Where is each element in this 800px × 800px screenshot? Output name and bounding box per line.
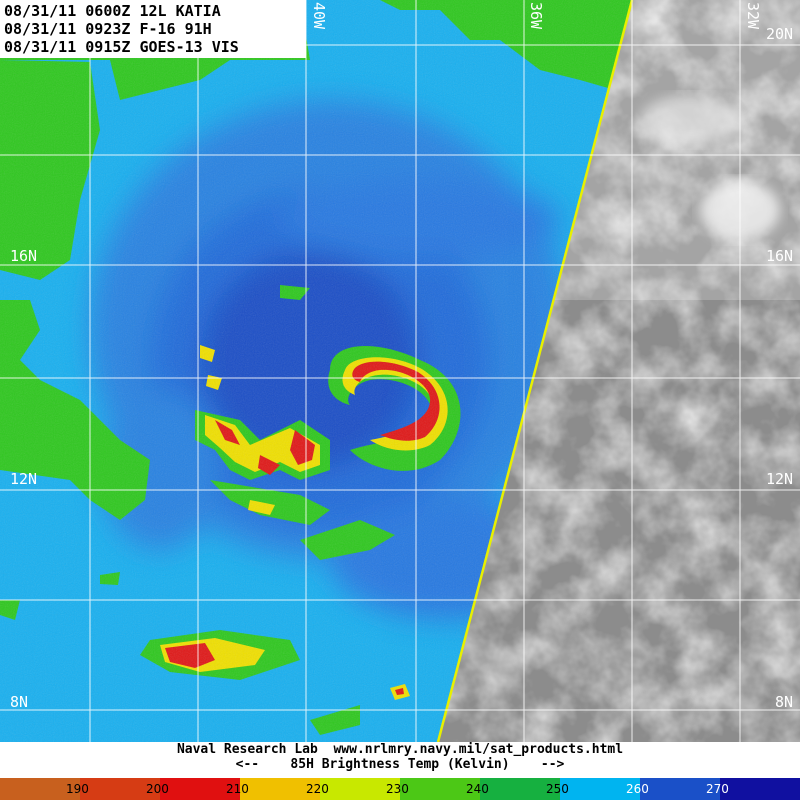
lat-label-8n-right: 8N [775,693,794,711]
colorbar-segment: 190 [66,778,160,800]
header-line-1: 08/31/11 0600Z 12L KATIA [4,2,221,20]
header-line-2: 08/31/11 0923Z F-16 91H [4,20,212,38]
lat-label-12n: 12N [10,470,38,488]
colorbar-segment: 220 [306,778,400,800]
colorbar-tick-label: 210 [226,782,249,796]
lat-label-20n-right: 20N [766,25,794,43]
header-line-3: 08/31/11 0915Z GOES-13 VIS [4,38,239,56]
colorbar-segment [0,778,80,800]
image-header: 08/31/11 0600Z 12L KATIA 08/31/11 0923Z … [0,0,306,58]
colorbar-segment: 260 [626,778,720,800]
lat-label-8n: 8N [10,693,29,711]
swath-edge-line [436,0,634,742]
color-scale-bar: 190 200 210 220 230 240 250 260 270 [0,778,800,800]
lat-lon-grid [89,0,741,742]
microwave-imagery [0,0,800,742]
footer-scale-caption: <-- 85H Brightness Temp (Kelvin) --> [235,757,565,772]
lat-label-16n-right: 16N [766,247,794,265]
colorbar-tick-label: 190 [66,782,89,796]
colorbar-tick-label: 220 [306,782,329,796]
colorbar-segment: 230 [386,778,480,800]
lat-label-16n: 16N [10,247,38,265]
colorbar-tick-label: 240 [466,782,489,796]
footer-credit: Naval Research Lab www.nrlmry.navy.mil/s… [176,742,624,757]
colorbar-segment: 240 [466,778,560,800]
satellite-map: 16N 16N 12N 12N 8N 8N 20N 40W 36W 32W 08… [0,0,800,742]
colorbar-tick-label: 270 [706,782,729,796]
colorbar-segment: 270 [706,778,800,800]
colorbar-tick-label: 260 [626,782,649,796]
colorbar-tick-label: 230 [386,782,409,796]
colorbar-segment: 250 [546,778,640,800]
colorbar-segment: 200 [146,778,240,800]
colorbar-segment: 210 [226,778,320,800]
colorbar-tick-label: 250 [546,782,569,796]
lon-label-36w: 36W [527,2,545,30]
lat-label-12n-right: 12N [766,470,794,488]
lon-label-40w: 40W [310,2,328,30]
lon-label-32w: 32W [744,2,762,30]
footer: Naval Research Lab www.nrlmry.navy.mil/s… [0,742,800,778]
colorbar-tick-label: 200 [146,782,169,796]
